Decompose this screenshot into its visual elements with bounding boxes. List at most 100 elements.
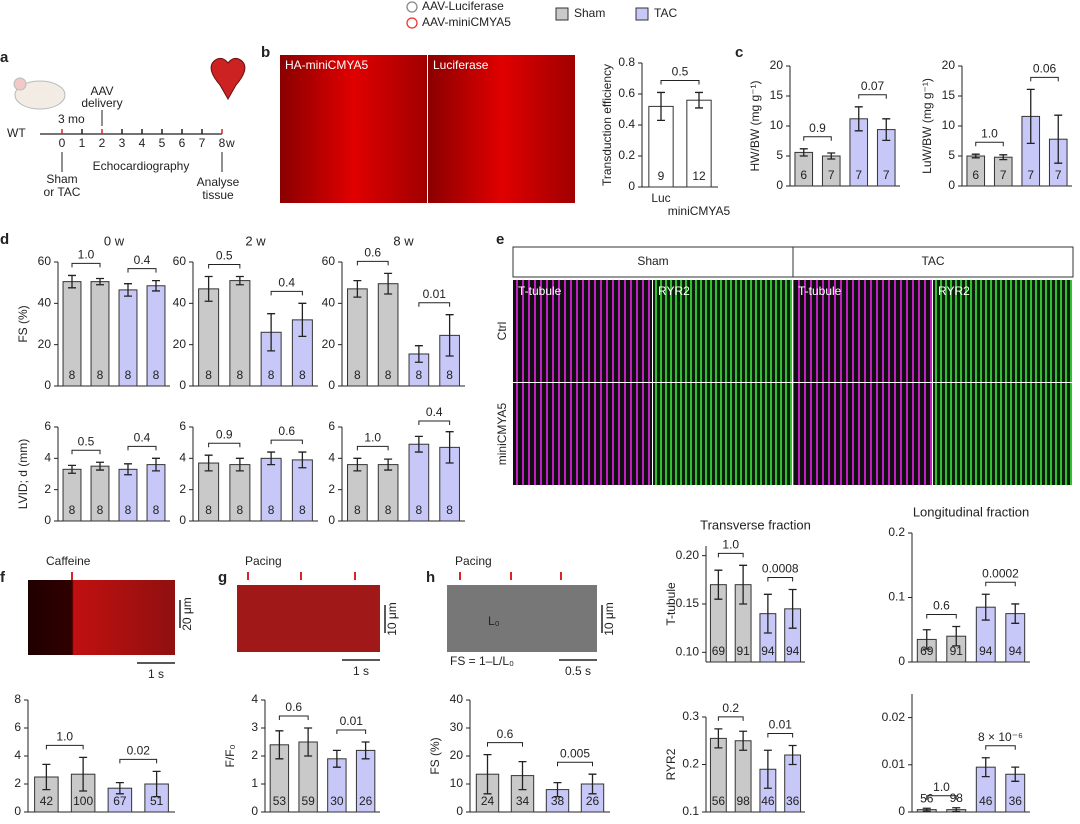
error-bar [854,106,863,132]
error-bar [553,781,562,798]
p-value: 0.01 [423,287,447,301]
bracket [71,262,101,268]
y-tick-label: 0 [898,804,905,818]
bracket [127,445,157,451]
label: Sham [46,172,77,186]
bracket [270,439,303,445]
y-tick-label: 0 [948,178,955,192]
error-bar [952,807,961,813]
error-bar [384,458,393,471]
n-label: 59 [301,794,315,808]
n-label: 46 [761,794,775,808]
error-bar [304,727,313,757]
p-value: 0.6 [933,599,950,613]
error-bar [999,154,1008,161]
error-bar [124,283,132,297]
n-label: 42 [40,794,54,808]
error-bar [788,744,797,766]
n-label: 26 [586,794,600,808]
n-label: 8 [237,368,244,382]
p-value: 0.9 [809,121,826,135]
y-tick-label: 8 [14,692,21,706]
error-bar [298,451,307,469]
y-tick-label: 0.20 [676,548,700,562]
error-bar [588,773,597,795]
trace-image [237,585,380,652]
p-value: 0.0008 [762,562,799,576]
label: delivery [81,96,122,110]
panel-letter: h [426,569,435,586]
error-bar [445,431,454,464]
legend-text: AAV-Luciferase [422,0,504,13]
p-value: 0.005 [560,746,590,760]
error-bar [204,275,213,302]
n-label: 9 [658,169,665,183]
n-label: 8 [416,368,423,382]
n-label: 12 [692,169,706,183]
error-bar [827,152,836,160]
p-value: 1.0 [722,538,739,552]
error-bar [79,756,88,792]
y-tick-label: 0 [456,804,463,818]
n-label: 38 [551,794,565,808]
column-header [512,246,794,278]
n-label: 24 [481,794,495,808]
error-bar [981,757,990,778]
micrograph [653,383,792,485]
n-label: 8 [446,503,453,517]
error-bar [445,314,454,357]
y-tick-label: 2 [179,482,186,496]
y-label: RYR2 [664,748,678,780]
y-label: LVID; d (mm) [16,439,30,509]
trace-label: Caffeine [46,554,91,568]
n-label: 8 [385,368,392,382]
y-tick-label: 0.1 [682,804,699,818]
p-value: 0.4 [278,276,295,290]
n-label: 7 [883,168,890,182]
y-tick-label: 2 [44,482,51,496]
n-label: 8 [97,503,104,517]
error-bar [1011,603,1020,624]
n-label: 34 [516,794,530,808]
image-label: T-tubule [798,284,842,298]
y-tick-label: 0.4 [618,117,635,131]
n-label: 94 [979,644,993,658]
y-label: HW/BW (mg g⁻¹) [748,81,762,172]
bracket [418,420,451,425]
legend-text: TAC [654,6,677,20]
n-label: 7 [855,168,862,182]
panel-letter: g [218,569,227,586]
scale-label: 10 μm [602,602,616,636]
p-value: 0.5 [672,65,689,79]
bracket [985,581,1016,587]
error-bar [267,451,276,466]
y-tick-label: 2 [14,776,21,790]
error-bar [882,118,891,142]
y-tick-label: 20 [450,748,464,762]
label: or TAC [44,185,81,199]
n-label: 7 [1027,168,1034,182]
n-label: 30 [330,794,344,808]
n-label: 36 [1009,794,1023,808]
y-label: FS (%) [428,737,442,774]
trace-image [28,580,175,655]
y-tick-label: 4 [179,451,186,465]
y-tick-label: 0 [44,513,51,527]
error-bar [695,91,703,109]
y-tick-label: 60 [38,254,52,268]
n-label: 8 [354,503,361,517]
p-value: 0.6 [364,246,381,260]
p-value: 1.0 [56,730,73,744]
error-bar [739,730,748,751]
y-tick-label: 6 [44,419,51,433]
error-bar [384,272,393,295]
bracket [208,442,241,448]
scale-label: 10 μm [385,602,399,636]
week-label: 8 [219,136,226,150]
p-value: 0.06 [1033,62,1057,76]
y-tick-label: 0.2 [888,525,905,539]
n-label: 53 [273,794,287,808]
n-label: 8 [416,503,423,517]
week-label: 0 [59,136,66,150]
phase: Echocardiography [93,159,190,173]
